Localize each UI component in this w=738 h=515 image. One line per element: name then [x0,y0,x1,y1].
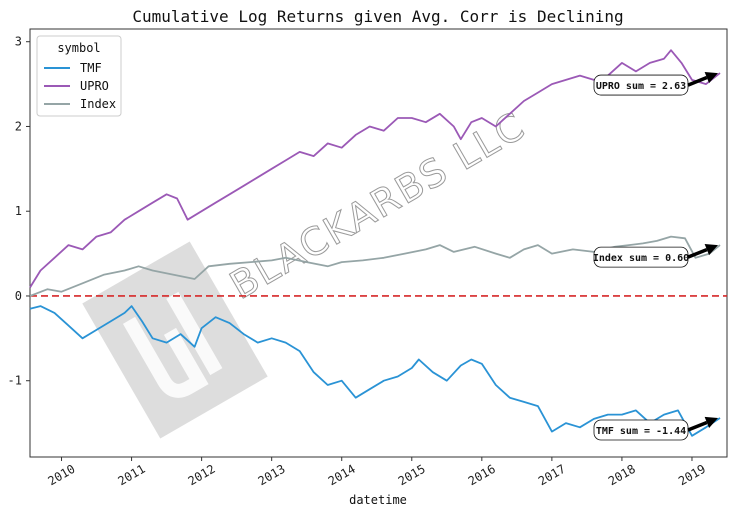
watermark-text: BLACKARBS LLC [223,103,533,308]
annotations: UPRO sum = 2.63 Index sum = 0.60 TMF sum =… [593,71,718,441]
y-tick-label: 2 [15,119,22,133]
watermark-logo [82,241,268,439]
blackarbs-logo-icon [122,291,223,398]
annotation-arrow-head [704,71,718,84]
x-tick-label: 2012 [186,462,218,489]
plot-area-frame [29,28,728,458]
annotation-upro: UPRO sum = 2.63 [593,71,718,96]
x-tick-label: 2010 [46,462,78,489]
x-tick-label: 2014 [326,462,358,489]
annotation-arrow-head [704,416,718,429]
legend: symbol TMF UPRO Index [36,35,122,117]
series-line-index [29,235,721,297]
y-axis: -1 0 1 2 3 [8,35,30,388]
y-tick-label: -1 [8,374,22,388]
x-axis-label: datetime [349,493,407,507]
annotation-arrow-shaft [687,75,708,87]
x-tick-label: 2011 [116,462,148,489]
annotation-label: TMF sum = -1.44 [596,426,686,437]
series-line-tmf [29,305,721,437]
x-tick-label: 2018 [606,462,638,489]
legend-label-index: Index [80,97,116,111]
legend-title: symbol [57,41,100,55]
chart-title: Cumulative Log Returns given Avg. Corr i… [132,7,623,26]
annotation-label: Index sum = 0.60 [593,253,689,264]
y-tick-label: 1 [15,204,22,218]
y-tick-label: 0 [15,289,22,303]
annotation-arrow-shaft [687,247,708,259]
annotation-arrow-shaft [687,420,708,432]
x-tick-label: 2013 [256,462,288,489]
annotation-label: UPRO sum = 2.63 [596,81,686,92]
legend-label-tmf: TMF [80,61,102,75]
annotation-arrow-head [704,244,718,256]
series-line-upro [29,49,721,288]
annotation-index: Index sum = 0.60 [593,244,718,268]
x-tick-label: 2015 [396,462,428,489]
x-tick-label: 2019 [676,462,708,489]
x-tick-label: 2016 [466,462,498,489]
x-axis: 2010 2011 2012 2013 2014 2015 2016 2017 2018 2019 [46,457,708,488]
legend-box [36,35,122,117]
y-tick-label: 3 [15,35,22,49]
series-lines [29,49,721,437]
legend-label-upro: UPRO [80,79,109,93]
x-tick-label: 2017 [536,462,568,489]
annotation-tmf: TMF sum = -1.44 [593,416,718,441]
